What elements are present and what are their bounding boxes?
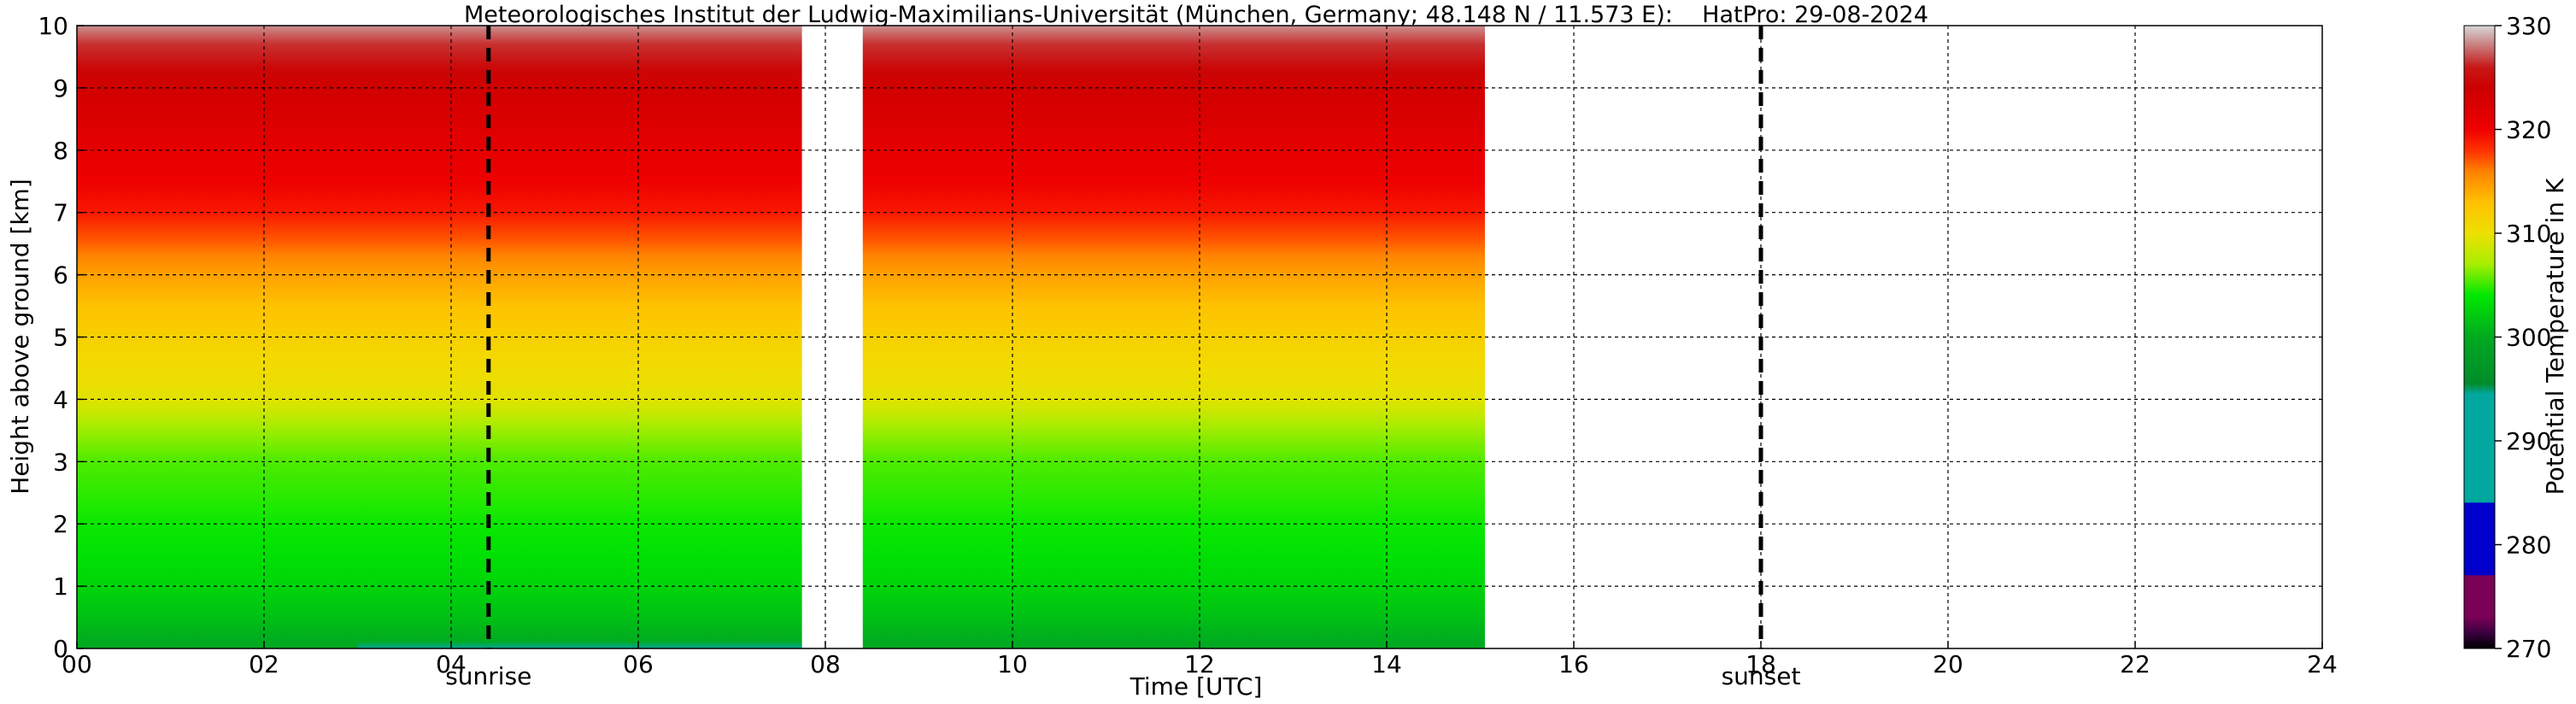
x-tick-label: 02 bbox=[249, 650, 279, 678]
x-tick-label: 24 bbox=[2307, 650, 2338, 678]
x-tick-label: 20 bbox=[1933, 650, 1963, 678]
x-tick-label: 16 bbox=[1558, 650, 1589, 678]
colorbar-tick-label: 310 bbox=[2506, 220, 2551, 248]
x-tick-label: 04 bbox=[436, 650, 466, 678]
y-tick-label: 8 bbox=[53, 137, 68, 165]
colorbar-tick-label: 280 bbox=[2506, 531, 2551, 560]
y-tick-label: 4 bbox=[53, 385, 68, 414]
x-axis-label: Time [UTC] bbox=[1130, 672, 1263, 701]
day-markers: sunrise sunset bbox=[445, 26, 1800, 690]
y-tick-label: 6 bbox=[53, 261, 68, 290]
x-tick-label: 14 bbox=[1371, 650, 1402, 678]
colorbar-gradient bbox=[2464, 26, 2495, 648]
colorbar-tick-label: 330 bbox=[2506, 12, 2551, 40]
y-tick-label: 7 bbox=[53, 199, 68, 227]
y-tick-label: 10 bbox=[38, 12, 68, 40]
y-tick-label: 3 bbox=[53, 448, 68, 476]
y-axis: 0 1 2 3 4 5 6 7 8 9 10 bbox=[38, 12, 84, 663]
x-tick-label: 12 bbox=[1184, 650, 1215, 678]
colorbar-tick-label: 290 bbox=[2506, 427, 2551, 455]
y-tick-label: 0 bbox=[53, 635, 68, 663]
x-tick-label: 06 bbox=[623, 650, 654, 678]
y-tick-label: 5 bbox=[53, 324, 68, 352]
colorbar-tick-label: 300 bbox=[2506, 324, 2551, 352]
x-tick-label: 00 bbox=[62, 650, 92, 678]
colorbar-label: Potential Temperature in K bbox=[2541, 178, 2569, 495]
marker-label-sunset: sunset bbox=[1722, 662, 1801, 690]
x-axis: 00 02 04 06 08 10 12 14 16 18 20 22 24 bbox=[62, 642, 2338, 678]
x-tick-label: 10 bbox=[997, 650, 1028, 678]
x-tick-label: 08 bbox=[810, 650, 841, 678]
colorbar: 270 280 290 300 310 320 330 Potential Temperat… bbox=[2463, 12, 2569, 663]
y-tick-label: 9 bbox=[53, 74, 68, 103]
y-tick-label: 2 bbox=[53, 510, 68, 538]
y-axis-label: Height above ground [km] bbox=[6, 179, 34, 495]
marker-label-sunrise: sunrise bbox=[445, 662, 531, 690]
colorbar-tick-label: 270 bbox=[2506, 635, 2551, 663]
surface-layer-band bbox=[357, 641, 802, 648]
colorbar-tick-label: 320 bbox=[2506, 116, 2551, 144]
x-tick-label: 22 bbox=[2120, 650, 2151, 678]
x-tick-label: 18 bbox=[1746, 650, 1776, 678]
gridlines bbox=[77, 26, 2322, 648]
chart-title: Meteorologisches Institut der Ludwig-Max… bbox=[464, 2, 1928, 28]
y-tick-label: 1 bbox=[53, 572, 68, 601]
